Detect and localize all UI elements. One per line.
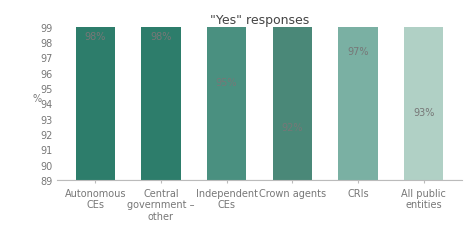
Bar	[207, 89, 246, 180]
Title: "Yes" responses: "Yes" responses	[210, 14, 309, 27]
Text: 97%: 97%	[347, 47, 369, 57]
Bar	[141, 43, 180, 180]
Bar	[273, 0, 312, 180]
Bar	[273, 134, 312, 180]
Text: 93%: 93%	[413, 108, 434, 118]
Bar	[141, 0, 180, 180]
Text: 92%: 92%	[281, 123, 303, 133]
Text: 98%: 98%	[150, 31, 171, 41]
Bar	[404, 119, 443, 180]
Bar	[76, 43, 115, 180]
Bar	[76, 0, 115, 180]
Text: 98%: 98%	[85, 31, 106, 41]
Bar	[404, 0, 443, 180]
Y-axis label: %: %	[32, 94, 42, 104]
Text: 95%: 95%	[216, 77, 238, 87]
Bar	[207, 0, 246, 180]
Bar	[338, 0, 377, 180]
Bar	[338, 58, 377, 180]
